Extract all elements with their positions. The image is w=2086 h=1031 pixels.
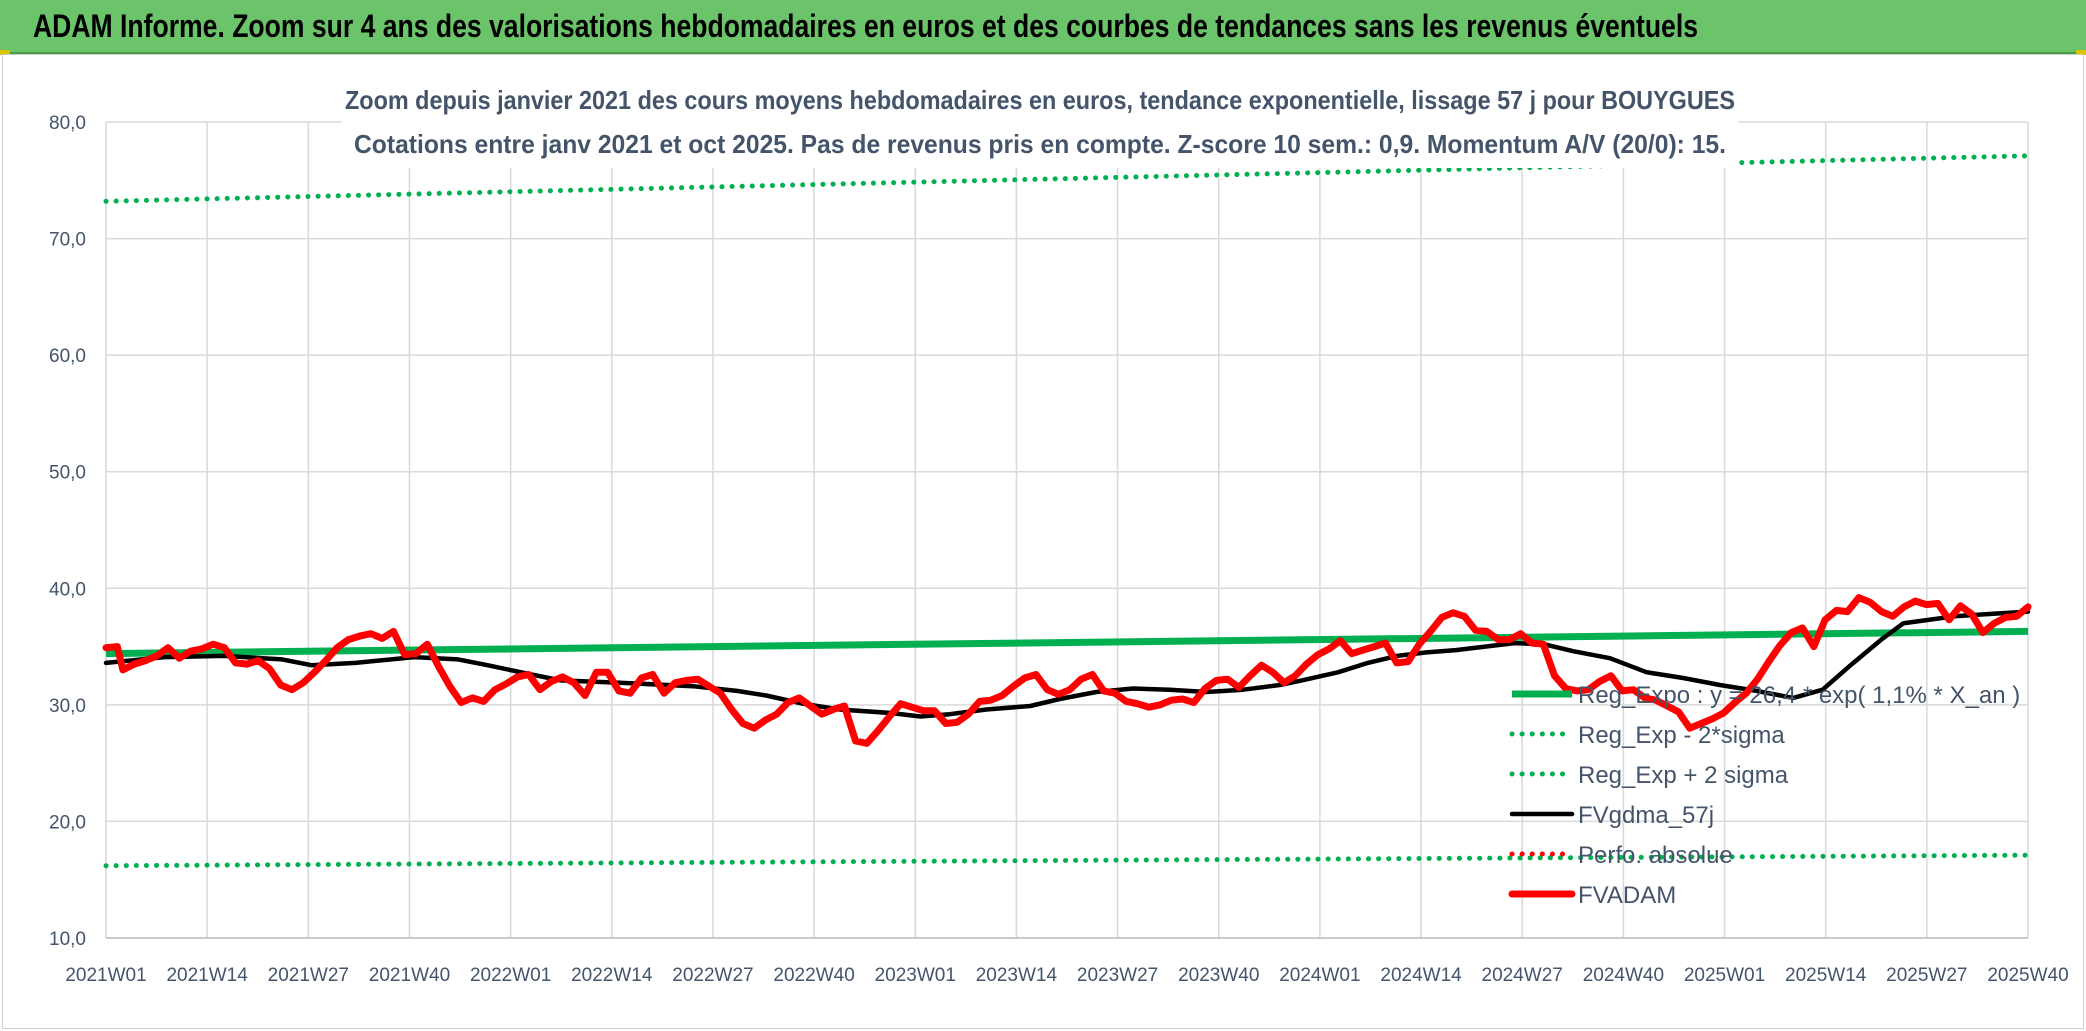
chart-subtitle: Cotations entre janv 2021 et oct 2025. P… — [354, 129, 1726, 159]
legend-label: Reg_Exp - 2*sigma — [1578, 722, 1785, 749]
y-tick-label: 40,0 — [49, 579, 86, 600]
x-tick-label: 2021W27 — [268, 965, 349, 986]
series-line-3 — [103, 609, 2031, 719]
x-tick-label: 2024W01 — [1279, 965, 1360, 986]
x-tick-label: 2025W27 — [1886, 965, 1967, 986]
chart-title: Zoom depuis janvier 2021 des cours moyen… — [345, 85, 1735, 115]
series-line-2 — [103, 153, 2031, 204]
x-tick-label: 2025W14 — [1785, 965, 1867, 986]
banner-corner-left — [0, 50, 10, 55]
legend: Reg_Expo : y = 26,4 * exp( 1,1% * X_an )… — [1508, 682, 2020, 909]
x-tick-label: 2023W27 — [1077, 965, 1158, 986]
y-tick-label: 10,0 — [49, 929, 86, 950]
chart-frame — [2, 54, 2084, 1029]
x-axis-ticks: 2021W01 2021W14 2021W27 2021W40 2022W01 2022W… — [65, 965, 2068, 986]
x-tick-label: 2025W01 — [1684, 965, 1765, 986]
x-tick-label: 2023W14 — [976, 965, 1058, 986]
banner-corner-right — [2076, 50, 2086, 55]
x-tick-label: 2022W27 — [672, 965, 753, 986]
y-tick-label: 20,0 — [49, 812, 86, 833]
legend-label: Reg_Exp + 2 sigma — [1578, 762, 1789, 789]
legend-label: FVgdma_57j — [1578, 802, 1714, 829]
x-tick-label: 2021W40 — [369, 965, 450, 986]
series-line-1 — [103, 852, 2031, 869]
x-tick-label: 2024W27 — [1482, 965, 1563, 986]
legend-label: Perfo. absolue — [1578, 842, 1733, 869]
x-tick-label: 2023W40 — [1178, 965, 1259, 986]
y-tick-label: 60,0 — [49, 346, 86, 367]
x-tick-label: 2024W40 — [1583, 965, 1664, 986]
series-layer — [102, 153, 2032, 869]
legend-label: Reg_Expo : y = 26,4 * exp( 1,1% * X_an ) — [1578, 682, 2020, 709]
x-tick-label: 2022W14 — [571, 965, 653, 986]
y-tick-label: 70,0 — [49, 230, 86, 251]
header-banner: ADAM Informe. Zoom sur 4 ans des valoris… — [0, 0, 2086, 55]
y-tick-label: 50,0 — [49, 463, 86, 484]
x-tick-label: 2025W40 — [1987, 965, 2068, 986]
x-tick-label: 2022W01 — [470, 965, 551, 986]
series-line-5 — [102, 594, 2032, 747]
x-tick-label: 2023W01 — [875, 965, 956, 986]
x-tick-label: 2024W14 — [1380, 965, 1462, 986]
x-tick-label: 2021W01 — [65, 965, 146, 986]
legend-label: FVADAM — [1578, 882, 1676, 909]
x-tick-label: 2021W14 — [166, 965, 248, 986]
page-title: ADAM Informe. Zoom sur 4 ans des valoris… — [33, 8, 1698, 44]
grid — [105, 121, 2029, 939]
y-tick-label: 80,0 — [49, 113, 86, 134]
x-tick-label: 2022W40 — [773, 965, 854, 986]
y-tick-label: 30,0 — [49, 696, 86, 717]
y-axis-ticks: 80,0 70,0 60,0 50,0 40,0 30,0 20,0 10,0 — [49, 113, 86, 950]
title-backdrop — [342, 78, 1738, 168]
